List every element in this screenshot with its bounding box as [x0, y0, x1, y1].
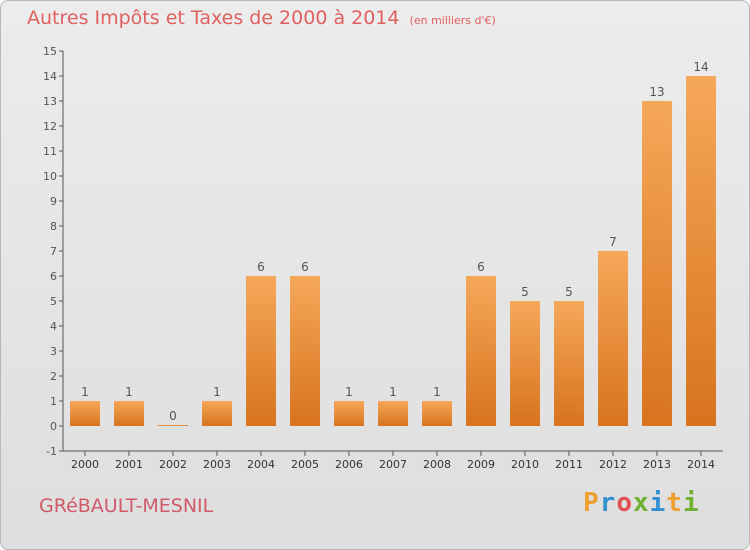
bar-value-label: 1 [433, 385, 441, 399]
bar-value-label: 6 [301, 260, 309, 274]
x-tick-label: 2008 [423, 458, 451, 471]
y-tick-label: 6 [50, 270, 57, 283]
bar [246, 276, 276, 426]
y-tick-label: 9 [50, 195, 57, 208]
brand-letter: t [666, 488, 683, 518]
brand-letter: P [583, 488, 600, 518]
bar-value-label: 1 [213, 385, 221, 399]
x-tick-label: 2007 [379, 458, 407, 471]
brand-logo: Proxiti [583, 488, 700, 518]
x-tick-label: 2010 [511, 458, 539, 471]
y-tick-label: 1 [50, 395, 57, 408]
bar-value-label: 5 [521, 285, 529, 299]
bar-value-label: 1 [81, 385, 89, 399]
bar [598, 251, 628, 426]
x-tick-label: 2013 [643, 458, 671, 471]
y-tick-label: 5 [50, 295, 57, 308]
brand-letter: x [632, 488, 650, 518]
x-tick-label: 2011 [555, 458, 583, 471]
bar [334, 401, 364, 426]
bar-value-label: 14 [693, 60, 708, 74]
chart-title-text: Autres Impôts et Taxes de 2000 à 2014 [27, 7, 400, 29]
y-tick-label: -1 [46, 445, 57, 458]
bar [290, 276, 320, 426]
bar-value-label: 1 [389, 385, 397, 399]
brand-letter: i [649, 488, 667, 518]
bar [686, 76, 716, 426]
bar [158, 425, 188, 426]
y-tick-label: 4 [50, 320, 57, 333]
y-tick-label: 2 [50, 370, 57, 383]
y-tick-label: 15 [43, 45, 57, 58]
x-tick-label: 2001 [115, 458, 143, 471]
chart-unit: (en milliers d'€) [409, 14, 496, 27]
x-tick-label: 2003 [203, 458, 231, 471]
bar [642, 101, 672, 426]
y-tick-label: 3 [50, 345, 57, 358]
bar-value-label: 5 [565, 285, 573, 299]
y-tick-label: 10 [43, 170, 57, 183]
x-tick-label: 2014 [687, 458, 715, 471]
bar-value-label: 7 [609, 235, 617, 249]
bar [466, 276, 496, 426]
y-tick-label: 8 [50, 220, 57, 233]
bar [114, 401, 144, 426]
y-tick-label: 12 [43, 120, 57, 133]
x-tick-label: 2006 [335, 458, 363, 471]
bar-value-label: 6 [257, 260, 265, 274]
chart-title: Autres Impôts et Taxes de 2000 à 2014 (e… [27, 7, 496, 29]
bars-group: 1 1 0 1 6 6 1 1 1 6 5 5 7 13 14 [70, 60, 716, 426]
brand-letter: o [616, 488, 633, 518]
y-tick-label: 13 [43, 95, 57, 108]
y-tick-label: 14 [43, 70, 57, 83]
x-tick-label: 2012 [599, 458, 627, 471]
y-tick-label: 0 [50, 420, 57, 433]
bar [554, 301, 584, 426]
brand-letter: r [599, 488, 617, 518]
x-tick-label: 2002 [159, 458, 187, 471]
bar-value-label: 1 [345, 385, 353, 399]
bar [202, 401, 232, 426]
bar [510, 301, 540, 426]
commune-name: GRéBAULT-MESNIL [39, 495, 214, 517]
brand-letter: i [682, 488, 700, 518]
bar-value-label: 1 [125, 385, 133, 399]
bar [70, 401, 100, 426]
y-tick-label: 7 [50, 245, 57, 258]
bar-value-label: 0 [169, 409, 177, 423]
x-tick-label: 2009 [467, 458, 495, 471]
x-tick-label: 2005 [291, 458, 319, 471]
bar [422, 401, 452, 426]
y-tick-label: 11 [43, 145, 57, 158]
x-tick-label: 2000 [71, 458, 99, 471]
x-tick-label: 2004 [247, 458, 275, 471]
bar-value-label: 6 [477, 260, 485, 274]
bar-value-label: 13 [649, 85, 664, 99]
bar [378, 401, 408, 426]
